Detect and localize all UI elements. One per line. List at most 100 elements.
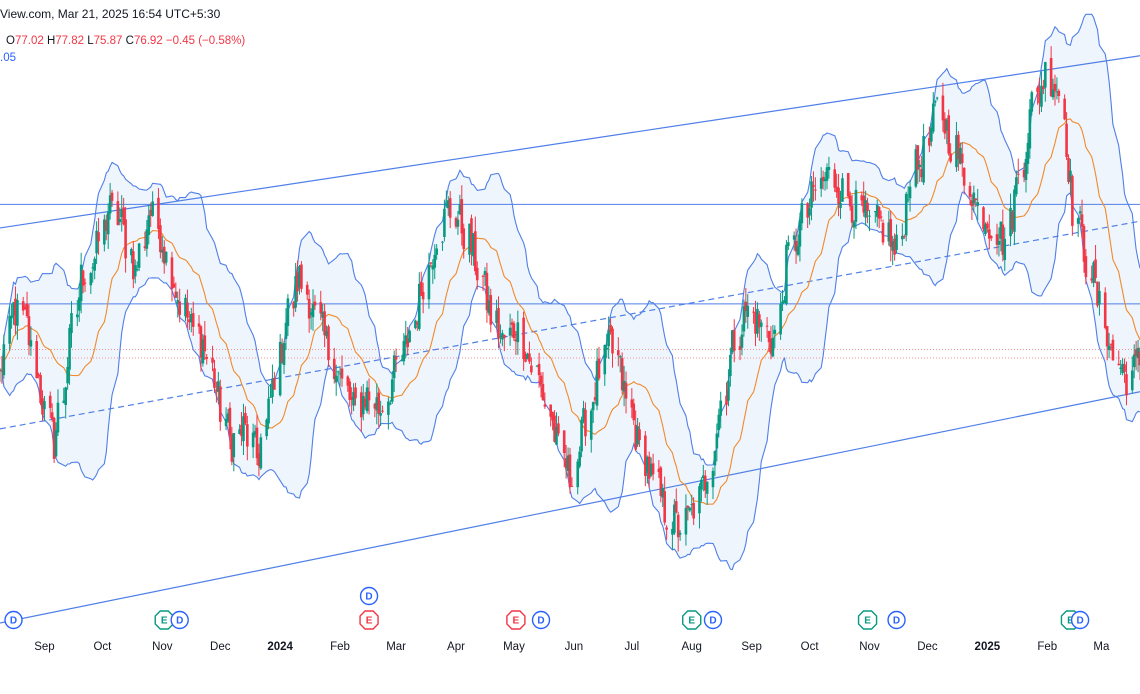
candle-body xyxy=(1036,87,1039,93)
candle-body xyxy=(265,419,268,437)
candle-body xyxy=(309,312,313,315)
x-tick-label: Ma xyxy=(1093,641,1110,653)
candle-body xyxy=(617,350,620,356)
earnings-marker-label: E xyxy=(864,616,871,627)
candle-body xyxy=(435,248,438,255)
candle-body xyxy=(800,203,804,224)
candle-body xyxy=(1051,89,1055,98)
earnings-marker-label: E xyxy=(366,616,373,627)
earnings-marker xyxy=(359,610,379,630)
candle-body xyxy=(470,218,473,252)
candle-body xyxy=(346,376,350,386)
candle-body xyxy=(406,338,409,348)
candle-body xyxy=(651,463,655,475)
candle-body xyxy=(945,119,949,131)
candle-body xyxy=(360,392,363,418)
channel-lower-line xyxy=(0,391,1140,624)
candle-body xyxy=(327,326,330,361)
candle-body xyxy=(524,354,527,362)
candle-body xyxy=(881,222,885,243)
candle-body xyxy=(497,308,500,339)
candle-body xyxy=(211,357,214,363)
candle-body xyxy=(620,358,624,391)
candle-body xyxy=(43,401,46,410)
candle-body xyxy=(541,383,545,401)
candle-body xyxy=(89,273,93,286)
candle-body xyxy=(1105,326,1109,347)
candle-body xyxy=(232,433,236,458)
candle-body xyxy=(516,322,520,343)
candle-body xyxy=(713,451,717,466)
candle-body xyxy=(483,271,487,276)
candle-body xyxy=(1132,354,1136,368)
candle-body xyxy=(446,200,450,209)
candle-body xyxy=(1078,211,1082,214)
candle-body xyxy=(501,333,504,340)
candle-body xyxy=(611,328,614,354)
candle-body xyxy=(338,373,342,375)
candle-body xyxy=(97,232,100,242)
candle-body xyxy=(52,417,56,459)
candle-body xyxy=(257,453,261,467)
candle-body xyxy=(568,454,572,488)
candle-body xyxy=(191,313,195,327)
candle-body xyxy=(429,262,433,264)
candle-body xyxy=(462,228,466,249)
candle-body xyxy=(1125,374,1128,396)
open-label: O xyxy=(6,35,15,47)
earnings-marker xyxy=(857,610,878,630)
candle-body xyxy=(758,314,761,328)
candle-body xyxy=(742,306,746,332)
candle-body xyxy=(23,306,27,310)
candles xyxy=(0,46,1140,552)
candle-body xyxy=(170,257,174,289)
candle-body xyxy=(645,457,649,474)
candle-body xyxy=(419,281,423,296)
channel-mid-line xyxy=(0,220,1140,430)
candle-body xyxy=(715,433,719,449)
earnings-marker-label: E xyxy=(688,616,695,627)
candle-body xyxy=(632,403,636,421)
candle-body xyxy=(118,219,122,223)
candle-body xyxy=(665,527,668,530)
candle-body xyxy=(674,501,678,513)
candle-body xyxy=(421,291,425,300)
candle-body xyxy=(622,380,626,392)
candle-body xyxy=(1015,177,1018,195)
candle-body xyxy=(647,456,651,479)
candle-body xyxy=(1107,345,1111,351)
candle-body xyxy=(319,302,323,314)
candle-body xyxy=(1003,238,1007,261)
candle-body xyxy=(456,219,460,227)
candle-body xyxy=(292,302,295,309)
candle-body xyxy=(935,97,939,99)
x-tick-label: Feb xyxy=(1037,641,1057,653)
candle-body xyxy=(373,403,377,409)
candle-body xyxy=(240,424,243,437)
candle-body xyxy=(557,423,560,434)
candle-body xyxy=(1098,291,1101,305)
candle-body xyxy=(781,301,784,304)
x-tick-label: Feb xyxy=(330,641,350,653)
x-tick-label: 2024 xyxy=(267,641,293,653)
candle-body xyxy=(591,402,595,411)
candle-body xyxy=(468,223,471,255)
candle-body xyxy=(1134,349,1138,356)
candle-body xyxy=(703,475,707,491)
candle-body xyxy=(321,312,324,318)
candle-body xyxy=(91,267,95,269)
candle-body xyxy=(671,528,674,535)
candle-body xyxy=(584,409,587,437)
candle-body xyxy=(767,331,771,343)
candle-body xyxy=(931,103,935,132)
candle-body xyxy=(595,360,599,406)
bollinger-upper-band xyxy=(0,13,1140,466)
candle-body xyxy=(549,404,552,417)
candle-body xyxy=(690,504,694,506)
candle-body xyxy=(1009,207,1012,237)
candle-body xyxy=(379,413,382,416)
candle-body xyxy=(213,368,216,388)
candle-body xyxy=(564,458,568,469)
candle-body xyxy=(66,366,69,384)
